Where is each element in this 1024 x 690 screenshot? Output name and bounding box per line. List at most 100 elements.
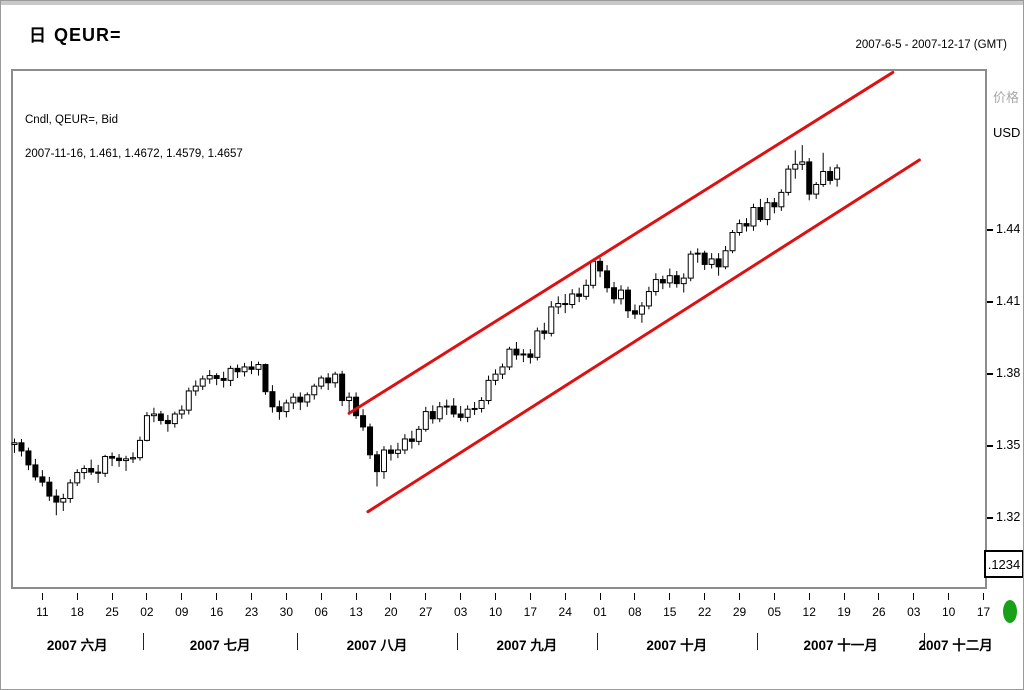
date-tick [599,593,601,600]
date-tick [425,593,427,600]
instrument-ric: QEUR= [54,25,122,45]
month-separator [296,633,298,650]
candle-body [46,481,53,497]
candle-body [199,378,206,387]
date-tick [285,593,287,600]
candle-body [143,415,150,441]
candle-body [792,163,799,170]
candle-body [618,289,624,300]
price-tick-label: 1.44 [996,221,1021,236]
candle-body [339,373,346,402]
date-tick [216,593,218,600]
date-tick-label: 05 [767,605,782,619]
trendline-channel-lower[interactable] [366,158,921,514]
date-tick-label: 10 [488,605,503,619]
candle-body [590,260,597,286]
candle-body [102,455,109,474]
month-label: 2007 十二月 [918,638,993,653]
date-tick-label: 01 [593,605,607,619]
date-tick [773,593,775,600]
candle-body [39,476,46,483]
candle-body [464,408,471,418]
candle-body [541,330,548,334]
date-tick-label: 03 [453,605,468,619]
date-tick [355,593,357,600]
candle-body [332,373,339,384]
candle-body [450,405,457,415]
candle-body [478,400,485,409]
candle-body [234,367,241,373]
candle-body [283,402,290,413]
trendline-channel-upper[interactable] [347,70,895,415]
candle-body [164,419,171,425]
chart-title: 日 QEUR= [29,21,122,46]
month-separator [143,633,145,650]
date-tick-label: 30 [279,605,294,619]
date-tick [320,593,322,600]
price-tick [987,228,993,231]
candle-body [722,250,729,268]
price-axis-currency: USD [993,125,1021,140]
candle-body [262,364,269,393]
candle-body [88,467,95,473]
legend-series-line: Cndl, QEUR=, Bid [25,114,118,126]
month-label: 2007 七月 [189,638,251,653]
price-tick [987,372,993,375]
month-label: 2007 八月 [346,638,408,653]
date-tick-label: 29 [732,605,747,619]
candle-body [136,439,143,459]
candle-body [25,450,32,466]
candle-body [583,284,590,297]
candle-body [178,409,185,415]
date-tick [181,593,183,600]
price-tick-label: 1.38 [996,365,1021,380]
date-tick-label: 11 [36,605,49,619]
date-tick-label: 20 [384,605,398,619]
candle-body [492,373,499,381]
candle-body [645,291,652,307]
candle-body [290,396,297,404]
candle-body [346,396,353,402]
candle-body [534,330,541,358]
price-tick [987,444,993,447]
candle-body [834,167,841,180]
date-tick-label: 16 [209,605,224,619]
price-tick-label: 1.41 [996,293,1021,308]
date-tick-label: 26 [872,605,886,619]
candle-body [185,390,192,411]
candle-body [415,428,422,442]
candle-body [241,366,248,373]
month-label: 2007 十一月 [803,638,878,653]
candle-body [820,171,827,185]
window-top-strip [1,1,1023,5]
candle-body [687,253,694,279]
candle-body [673,275,680,285]
price-tick [987,516,993,519]
date-tick-label: 08 [628,605,642,619]
date-tick [808,593,810,600]
date-range-label: 2007-6-5 - 2007-12-17 (GMT) [855,39,1007,51]
candle-body [680,277,687,285]
date-tick [251,593,252,600]
date-tick-label: 25 [105,605,119,619]
date-tick [669,593,671,600]
chart-plot-area[interactable] [11,69,987,589]
candle-body [387,449,394,454]
candle-body [471,407,478,410]
candle-body [569,293,576,306]
candle-body [757,207,764,221]
date-tick [983,593,984,600]
candle-body [806,161,813,195]
candle-body [171,413,178,425]
candle-body [485,379,492,402]
candle-body [53,495,60,503]
candle-body [520,353,527,356]
price-axis-title: 价格 [993,90,1020,105]
candle-body [394,449,401,454]
decimal-precision-box: .1234 [984,550,1023,578]
candle-body [408,438,415,442]
candle-body [32,464,39,478]
candle-body [652,279,659,293]
date-tick-label: 03 [907,605,921,619]
date-tick-label: 18 [70,605,84,619]
